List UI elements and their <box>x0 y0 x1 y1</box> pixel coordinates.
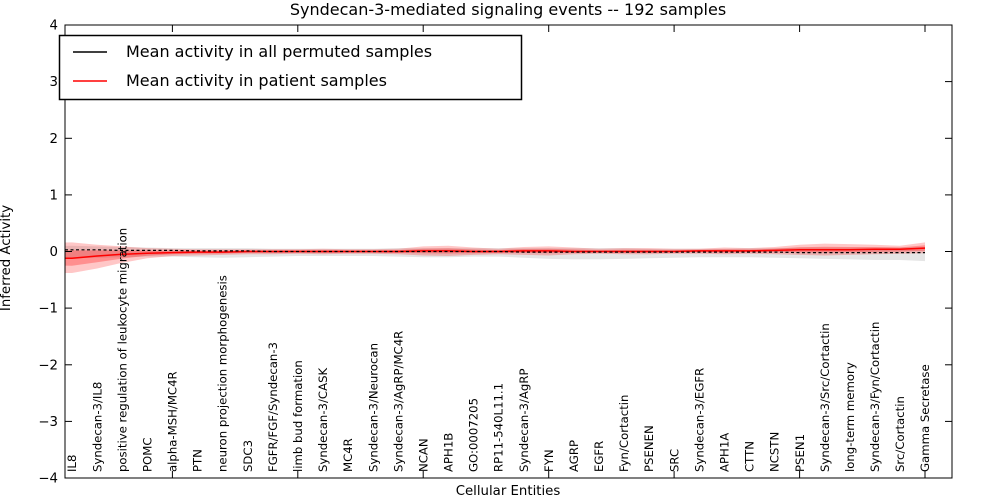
y-tick-labels: 4 3 2 1 0 −1 −2 −3 −4 <box>38 19 58 487</box>
entity-label: neuron projection morphogenesis <box>216 275 230 472</box>
entity-label: CTTN <box>743 441 757 472</box>
entity-label: PSEN1 <box>793 434 807 472</box>
entity-label: POMC <box>141 438 155 473</box>
entity-label: limb bud formation <box>291 360 305 472</box>
permuted-mean-line <box>64 249 925 254</box>
entity-label: FGFR/FGF/Syndecan-3 <box>266 342 280 472</box>
entity-label: SDC3 <box>241 440 255 472</box>
entity-label: Syndecan-3/Fyn/Cortactin <box>868 322 882 472</box>
legend-label-patient: Mean activity in patient samples <box>126 71 387 90</box>
entity-label: GO:0007205 <box>467 398 481 472</box>
entity-label: Src/Cortactin <box>893 396 907 472</box>
entity-label: Gamma Secretase <box>918 364 932 472</box>
y-tick-label: 4 <box>50 19 58 34</box>
entity-label: alpha-MSH/MC4R <box>166 371 180 472</box>
entity-label: IL8 <box>65 455 79 472</box>
entity-label: PTN <box>191 449 205 472</box>
patient-band-outer <box>65 242 925 274</box>
entity-label: PSENEN <box>642 425 656 472</box>
y-tick-label: −3 <box>38 415 58 430</box>
chart-title: Syndecan-3-mediated signaling events -- … <box>290 0 726 19</box>
entity-label: positive regulation of leukocyte migrati… <box>115 228 129 472</box>
entity-label: EGFR <box>592 441 606 472</box>
x-axis-title: Cellular Entities <box>456 484 561 499</box>
entity-label: APH1A <box>718 433 732 472</box>
y-tick-label: 3 <box>50 75 58 90</box>
legend-box <box>58 34 523 101</box>
entity-label: Syndecan-3/Neurocan <box>366 343 380 472</box>
y-tick-label: 2 <box>50 132 58 147</box>
y-tick-label: 1 <box>50 188 58 203</box>
entity-label: Syndecan-3/AgRP/MC4R <box>391 331 405 472</box>
entity-label: MC4R <box>341 438 355 472</box>
y-axis-title: Inferred Activity <box>0 205 14 311</box>
legend-label-permuted: Mean activity in all permuted samples <box>126 42 432 61</box>
mean-lines <box>64 247 926 260</box>
confidence-bands <box>65 242 925 274</box>
entity-label: Syndecan-3/AgRP <box>517 368 531 472</box>
entity-label: AGRP <box>567 440 581 472</box>
entity-label: long-term memory <box>843 362 857 472</box>
entity-label: Syndecan-3/CASK <box>316 367 330 472</box>
entity-label: NCAN <box>416 438 430 472</box>
entity-label: APH1B <box>442 433 456 472</box>
entity-label: SRC <box>667 449 681 472</box>
y-tick-label: −1 <box>38 302 58 317</box>
entity-label: RP11-540L11.1 <box>492 383 506 472</box>
entity-label: Fyn/Cortactin <box>617 395 631 472</box>
permuted-band <box>65 245 925 262</box>
entity-label: NCSTN <box>768 432 782 472</box>
entity-label: Syndecan-3/EGFR <box>692 368 706 472</box>
entity-labels: IL8 Syndecan-3/IL8 positive regulation of … <box>65 228 932 472</box>
entity-label: FYN <box>542 449 556 472</box>
axis-ticks <box>65 24 952 479</box>
y-tick-label: −2 <box>38 358 58 373</box>
entity-label: Syndecan-3/Src/Cortactin <box>818 323 832 472</box>
entity-label: Syndecan-3/IL8 <box>90 382 104 472</box>
legend: Mean activity in all permuted samples Me… <box>58 34 523 101</box>
y-tick-label: 0 <box>50 245 58 260</box>
y-tick-label: −4 <box>38 472 58 487</box>
